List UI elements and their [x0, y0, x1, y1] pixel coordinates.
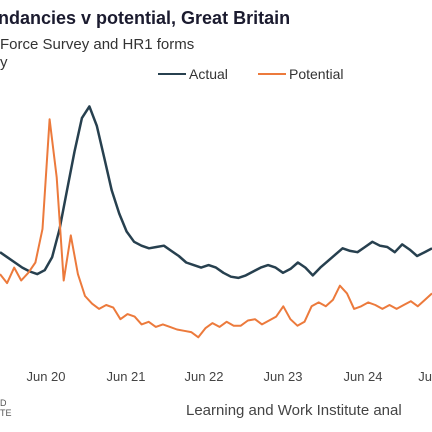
series-line-actual [0, 105, 432, 280]
legend: Actual Potential [0, 66, 432, 88]
legend-label-potential: Potential [289, 66, 344, 82]
x-tick-label: Jun 23 [263, 369, 302, 384]
x-tick-label: Ju [418, 369, 432, 384]
x-axis-ticks: Jun 20 Jun 21 Jun 22 Jun 23 Jun 24 Ju [26, 369, 432, 384]
legend-swatch-actual [158, 72, 186, 76]
chart-note: y [0, 54, 8, 71]
footer-logo-line-1: D [0, 398, 7, 408]
series-line-potential [0, 118, 432, 339]
legend-swatch-potential [258, 72, 286, 76]
legend-item-potential: Potential [258, 66, 343, 82]
chart-subtitle: Force Survey and HR1 forms [0, 36, 195, 53]
series-lines [0, 105, 432, 339]
x-tick-label: Jun 20 [26, 369, 65, 384]
chart-title: ndancies v potential, Great Britain [0, 8, 291, 28]
source-note: Learning and Work Institute anal [186, 402, 402, 419]
footer-logo-line-2: TE [0, 408, 12, 418]
x-tick-label: Jun 21 [106, 369, 145, 384]
x-tick-label: Jun 24 [343, 369, 382, 384]
footer-logo-text: D TE [0, 398, 12, 418]
legend-item-actual: Actual [158, 66, 228, 82]
x-tick-label: Jun 22 [184, 369, 223, 384]
legend-label-actual: Actual [189, 66, 228, 82]
